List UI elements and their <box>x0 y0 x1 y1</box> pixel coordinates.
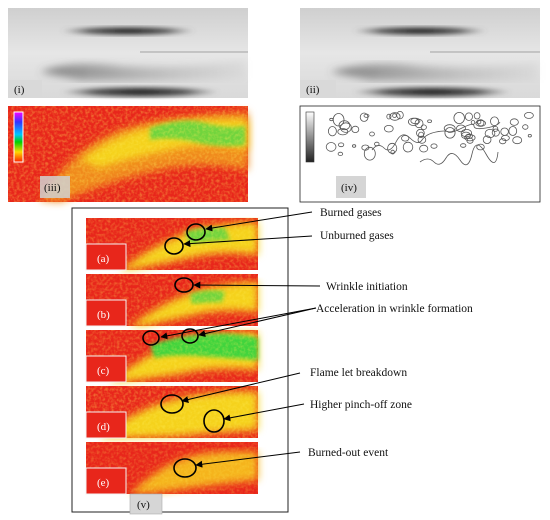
contour-blob <box>499 138 507 145</box>
contour-blob <box>402 141 414 153</box>
annotation-unburned-gases: Unburned gases <box>320 230 394 242</box>
panel-v-label-box <box>129 493 163 515</box>
contour-blob <box>430 143 438 149</box>
contour-blob <box>473 112 481 120</box>
panel-iii-label: (iii) <box>44 182 61 194</box>
contour-blob <box>492 125 499 132</box>
contour-blob <box>500 127 509 136</box>
contour-blob <box>401 135 410 142</box>
panel-iii: (iii) <box>8 106 248 202</box>
marker-wrinkle-init <box>174 277 194 293</box>
panel-i-label: (i) <box>14 84 25 96</box>
annotation-higher-pinch-off: Higher pinch-off zone <box>310 399 412 411</box>
contour-blob <box>460 129 472 138</box>
arrow-wrinkle <box>193 281 321 289</box>
contour-blob <box>482 135 492 145</box>
contour-blob <box>484 128 496 138</box>
strip-c: (c) <box>85 330 258 383</box>
contour-blob <box>491 128 500 137</box>
strip-d: (d) <box>85 386 258 439</box>
contour-blob <box>351 144 357 148</box>
annotation-wrinkle-initiation: Wrinkle initiation <box>326 281 408 293</box>
annotation-burned-out-event: Burned-out event <box>308 447 389 459</box>
marker-accel-2 <box>181 328 199 344</box>
contour-blob <box>363 146 376 161</box>
contour-blob <box>464 112 473 121</box>
contour-blob <box>512 136 523 145</box>
strip-b: (b) <box>85 274 258 327</box>
marker-accel-1 <box>142 330 160 346</box>
contour-blob <box>325 142 337 152</box>
contour-blob <box>420 124 427 130</box>
contour-blob <box>453 112 465 125</box>
contour-blob <box>461 131 471 140</box>
strip-a: (a) <box>85 218 258 271</box>
contour-blob <box>477 119 485 127</box>
arrow-flamelet <box>181 372 301 403</box>
contour-blob <box>337 142 345 148</box>
panel-v-frame <box>71 207 289 513</box>
contour-blob <box>337 151 344 156</box>
panel-ii-label: (ii) <box>306 84 320 96</box>
marker-burnedout <box>173 458 197 478</box>
annotation-acceleration: Acceleration in wrinkle formation <box>316 303 473 315</box>
contour-blob <box>389 112 401 121</box>
contour-line <box>419 144 499 166</box>
contour-blob <box>524 112 534 119</box>
arrow-accel-2 <box>198 307 317 337</box>
marker-burned <box>186 223 206 241</box>
arrow-pinchoff <box>223 403 305 422</box>
contour-blob <box>508 126 518 136</box>
contour-blob <box>522 124 529 130</box>
contour-blob <box>392 113 397 118</box>
arrows <box>160 211 321 468</box>
strip-d-tag: (d) <box>97 421 110 433</box>
panel-iv-label: (iv) <box>341 182 357 194</box>
strip-b-tag: (b) <box>97 309 110 321</box>
annotation-burned-gases: Burned gases <box>320 207 382 219</box>
contour-blob <box>460 143 467 148</box>
contour-blob <box>466 137 474 144</box>
contour-blob <box>386 113 392 120</box>
marker-unburned <box>164 237 184 255</box>
contour-blob <box>527 133 532 138</box>
strip-e-tag: (e) <box>97 477 110 489</box>
strip-c-tag: (c) <box>97 365 110 377</box>
contour-blob <box>444 127 456 139</box>
arrow-burned <box>205 211 313 232</box>
contour-blob <box>327 126 337 137</box>
contour-blob <box>351 125 360 133</box>
contour-blob <box>427 119 433 123</box>
contour-blob <box>509 118 519 126</box>
arrow-accel-1 <box>160 307 317 340</box>
contour-blob <box>363 113 370 118</box>
contour-blob <box>369 131 375 137</box>
strip-a-tag: (a) <box>97 253 110 265</box>
panel-v-label: (v) <box>137 499 150 511</box>
annotation-flame-let-breakdown: Flame let breakdown <box>310 367 407 379</box>
arrow-unburned <box>183 235 313 248</box>
contour-blob <box>387 142 398 154</box>
contour-blob <box>383 124 394 133</box>
contour-blob <box>419 144 429 153</box>
contour-blob <box>329 117 334 122</box>
contour-blob <box>338 120 351 131</box>
contour-blob <box>340 122 352 133</box>
contour-blob <box>456 124 466 133</box>
panel-i: (i) <box>8 8 248 98</box>
contour-blob <box>390 149 395 155</box>
contour-blob <box>417 135 427 144</box>
arrow-burnedout <box>195 451 301 468</box>
panel-iv: (iv) <box>299 105 541 203</box>
contour-blob <box>443 124 456 133</box>
contour-blob <box>410 117 421 125</box>
contour-line <box>371 121 501 151</box>
strip-e: (e) <box>85 442 258 495</box>
contour-blob <box>476 143 485 151</box>
marker-flamelet <box>160 394 184 414</box>
contour-blob <box>416 128 425 138</box>
panel-ii: (ii) <box>300 8 540 98</box>
